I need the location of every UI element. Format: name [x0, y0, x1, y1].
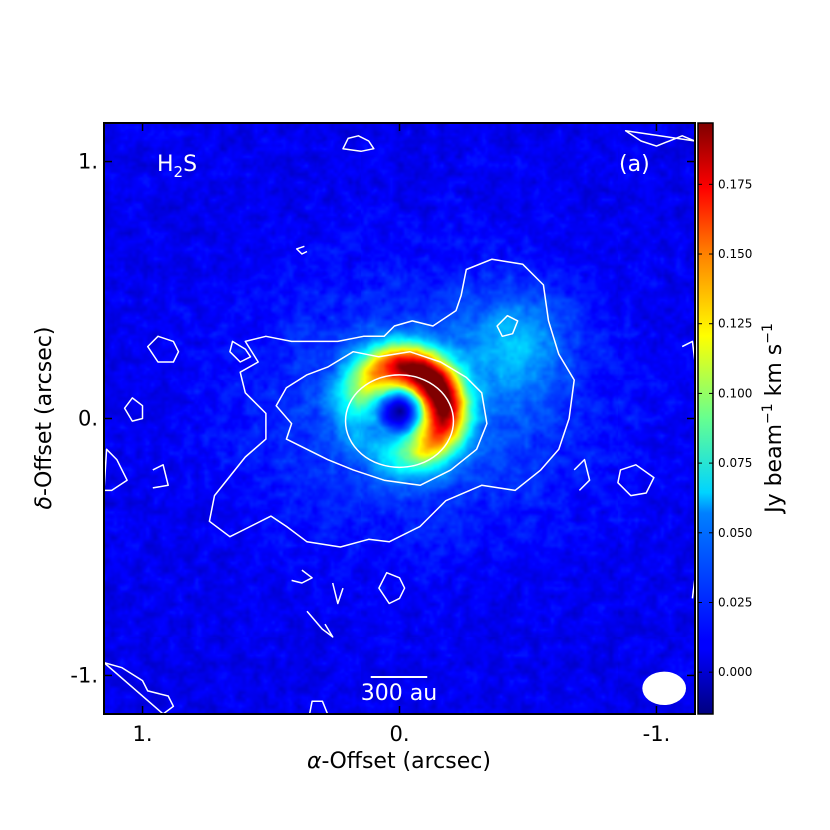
y-axis-label-symbol: δ [32, 496, 57, 509]
x-tick-label: 1. [133, 722, 153, 746]
colorbar-label-exp2: −1 [760, 323, 776, 344]
y-tick-label: -1. [70, 663, 98, 687]
colorbar-tick-label: 0.125 [718, 317, 752, 331]
colorbar-tick-label: 0.025 [718, 595, 752, 609]
species-label: H2S [157, 152, 197, 181]
colorbar-label-main: Jy beam [762, 424, 787, 515]
contour-nw-clump [496, 314, 519, 338]
colorbar-tick-label: 0.075 [718, 456, 752, 470]
species-label-end: S [183, 152, 197, 177]
colorbar-tick-label: 0.000 [718, 665, 752, 679]
contour-sw-right [573, 458, 591, 491]
contour-se-right [331, 582, 344, 605]
y-axis-ticks: 1. 0. -1. [70, 150, 695, 687]
contour-east-clump-b [123, 397, 144, 422]
x-tick-label: -1. [643, 722, 671, 746]
colorbar-tick-label: 0.150 [718, 247, 752, 261]
contour-w-top [624, 129, 695, 147]
x-axis-label: α-Offset (arcsec) [307, 749, 491, 774]
colorbar-label: Jy beam−1 km s−1 [760, 323, 787, 515]
colorbar-tick-label: 0.100 [718, 386, 752, 400]
scalebar-label: 300 au [361, 681, 437, 706]
x-tick-label: 0. [389, 722, 409, 746]
contour-layer [104, 129, 695, 714]
contour-ring-ellipse [344, 374, 455, 469]
y-axis-label-text: -Offset (arcsec) [32, 327, 57, 496]
panel-label: (a) [619, 152, 650, 177]
y-axis-label: δ-Offset (arcsec) [32, 327, 57, 510]
contour-se-small [291, 569, 313, 584]
y-tick-label: 1. [78, 150, 98, 174]
colorbar-tick-label: 0.175 [718, 177, 752, 191]
contour-s-center [378, 571, 406, 605]
contour-ne-clump [342, 135, 375, 153]
contour-s-bottom [308, 700, 329, 714]
contour-s-small [306, 610, 334, 638]
contour-w-clump [617, 464, 655, 497]
species-label-main: H [157, 152, 174, 177]
colorbar-ticks: 0.000 0.025 0.050 0.075 0.100 0.125 0.150 0.175 [698, 177, 752, 679]
contour-east-clump-a [146, 335, 180, 363]
colorbar-label-mid: km s [762, 344, 787, 404]
contour-se-corner [104, 661, 175, 714]
x-axis-label-text: -Offset (arcsec) [322, 749, 491, 774]
contour-outer-envelope [208, 258, 575, 548]
colorbar-tick-label: 0.050 [718, 526, 752, 540]
colorbar [697, 122, 714, 715]
contour-east-small [152, 464, 169, 489]
contour-inner-envelope [275, 350, 488, 487]
heatmap-area [104, 123, 695, 714]
species-label-subscript: 2 [174, 163, 184, 181]
beam-ellipse [642, 671, 687, 706]
x-axis-ticks: 1. 0. -1. [133, 123, 671, 746]
y-tick-label: 0. [78, 407, 98, 431]
contour-east-mid [229, 340, 252, 363]
colorbar-label-exp1: −1 [760, 403, 776, 424]
contour-ne-center [295, 245, 308, 255]
x-axis-label-symbol: α [307, 749, 322, 774]
